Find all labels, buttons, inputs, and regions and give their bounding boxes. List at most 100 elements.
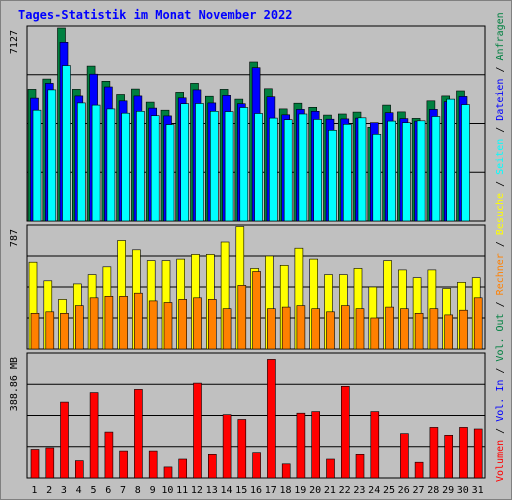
bar-rechner-day-20	[311, 308, 321, 350]
chart-title: Tages-Statistik im Monat November 2022	[18, 8, 293, 22]
x-tick-label: 29	[442, 485, 454, 496]
bar-volumen-day-12	[193, 382, 202, 479]
bar-volumen-day-18	[281, 463, 291, 479]
bar-seiten-day-19	[298, 113, 308, 222]
bar-rechner-day-21	[326, 311, 335, 350]
legend-entry: /	[495, 362, 506, 380]
bar-volumen-day-14	[222, 414, 232, 479]
bar-rechner-day-11	[178, 299, 187, 350]
bar-volumen-day-1	[30, 449, 40, 479]
bar-rechner-day-12	[193, 297, 202, 350]
legend-entry: /	[495, 295, 506, 313]
legend-entry: Besuche	[495, 193, 506, 235]
legend-entry: /	[495, 235, 506, 253]
x-tick-label: 10	[161, 485, 173, 496]
x-tick-label: 7	[120, 485, 126, 496]
x-tick-label: 17	[265, 485, 277, 496]
bar-seiten-day-7	[121, 112, 130, 222]
bar-volumen-day-8	[134, 389, 143, 479]
bar-rechner-day-25	[385, 306, 394, 350]
bar-seiten-day-26	[402, 122, 411, 222]
bar-volumen-day-19	[296, 412, 306, 479]
legend-entry: /	[495, 175, 506, 193]
bar-volumen-day-9	[148, 450, 158, 479]
bar-seiten-day-23	[357, 117, 367, 222]
bar-seiten-day-10	[165, 124, 175, 222]
x-tick-label: 15	[235, 485, 247, 496]
bar-volumen-day-4	[75, 460, 84, 479]
x-tick-label: 20	[309, 485, 321, 496]
bar-seiten-day-6	[106, 108, 116, 222]
x-tick-label: 6	[105, 485, 111, 496]
x-tick-label: 24	[368, 485, 380, 496]
bar-rechner-day-5	[89, 297, 99, 350]
bar-volumen-day-7	[119, 450, 128, 479]
bar-volumen-day-29	[444, 434, 454, 479]
bar-volumen-day-22	[340, 385, 350, 479]
x-tick-label: 19	[294, 485, 306, 496]
bar-seiten-day-12	[195, 103, 204, 222]
x-tick-label: 11	[176, 485, 188, 496]
bar-seiten-day-5	[91, 104, 101, 222]
x-tick-label: 9	[150, 485, 156, 496]
bar-seiten-day-29	[446, 98, 456, 222]
x-tick-label: 23	[353, 485, 365, 496]
bar-volumen-day-2	[45, 447, 55, 479]
panel-3-max-label: 388.86 MB	[9, 357, 20, 411]
x-tick-label: 18	[279, 485, 291, 496]
x-tick-label: 21	[324, 485, 336, 496]
bar-seiten-day-4	[77, 102, 86, 222]
bar-volumen-day-23	[355, 453, 365, 479]
panel-2-max-label: 787	[9, 229, 20, 247]
legend-entry: Vol. Out	[495, 313, 506, 361]
bar-rechner-day-26	[400, 308, 409, 350]
bar-rechner-day-19	[296, 305, 306, 350]
x-tick-label: 14	[220, 485, 232, 496]
bar-volumen-day-10	[163, 466, 173, 479]
bar-seiten-day-9	[150, 115, 160, 222]
bar-rechner-day-4	[75, 305, 84, 350]
x-tick-label: 22	[339, 485, 351, 496]
bar-volumen-day-13	[208, 453, 217, 479]
x-tick-label: 27	[412, 485, 424, 496]
bar-volumen-day-3	[60, 401, 69, 479]
legend-entry: /	[495, 121, 506, 139]
x-tick-label: 30	[457, 485, 469, 496]
legend-entry: Dateien	[495, 79, 506, 121]
bar-seiten-day-2	[47, 89, 57, 222]
bar-rechner-day-18	[281, 306, 291, 350]
bar-rechner-day-10	[163, 302, 173, 350]
bar-volumen-day-11	[178, 458, 187, 479]
bar-volumen-day-17	[267, 359, 276, 479]
bar-volumen-day-31	[473, 428, 483, 479]
bar-seiten-day-21	[328, 130, 337, 222]
bar-rechner-day-7	[119, 295, 128, 350]
x-tick-label: 3	[61, 485, 67, 496]
bar-seiten-day-1	[32, 109, 42, 222]
legend-entry: Seiten	[495, 139, 506, 175]
legend: Volumen / Vol. In / Vol. Out / Rechner /…	[495, 12, 506, 482]
x-tick-label: 12	[191, 485, 203, 496]
bar-seiten-day-14	[224, 111, 234, 222]
bar-seiten-day-25	[387, 120, 396, 222]
bar-rechner-day-17	[267, 308, 276, 350]
bar-rechner-day-14	[222, 308, 232, 350]
bar-rechner-day-28	[429, 308, 439, 350]
bar-rechner-day-31	[473, 297, 483, 350]
bar-seiten-day-8	[136, 111, 145, 222]
bar-volumen-day-5	[89, 392, 99, 479]
bar-seiten-day-3	[62, 65, 71, 222]
bar-volumen-day-24	[370, 411, 380, 479]
bar-rechner-day-8	[134, 292, 143, 350]
bar-seiten-day-17	[269, 117, 278, 222]
x-tick-label: 13	[206, 485, 218, 496]
bar-rechner-day-9	[148, 300, 158, 350]
legend-entry: /	[495, 422, 506, 440]
bar-volumen-day-27	[414, 461, 424, 479]
bar-volumen-day-30	[459, 427, 468, 479]
bar-rechner-day-16	[252, 271, 261, 350]
bar-seiten-day-22	[342, 124, 352, 222]
x-tick-label: 4	[76, 485, 82, 496]
bar-rechner-day-15	[237, 285, 247, 350]
